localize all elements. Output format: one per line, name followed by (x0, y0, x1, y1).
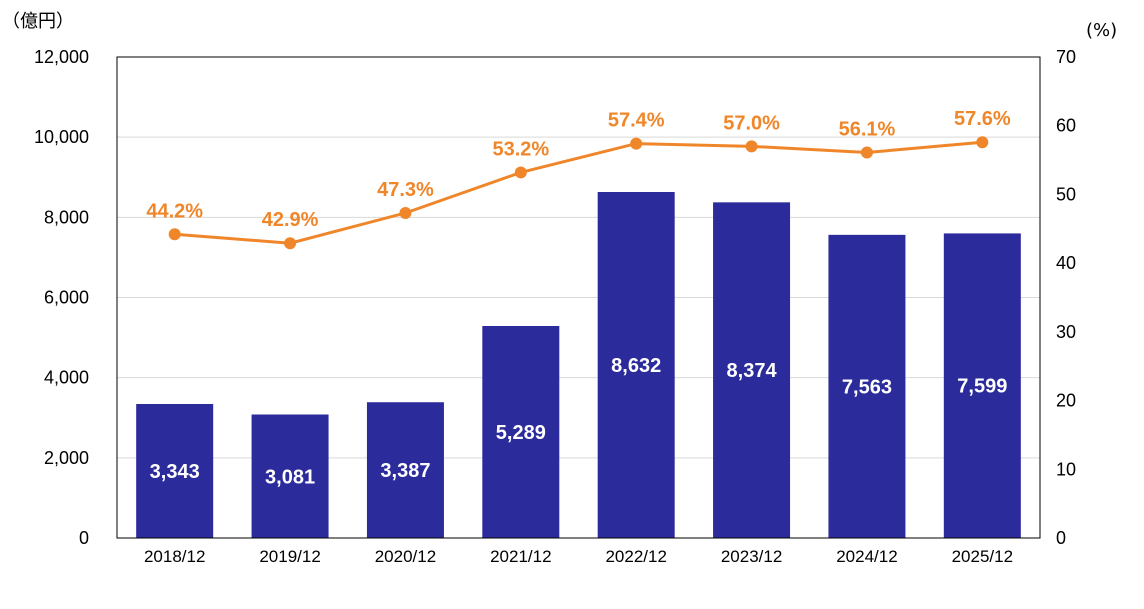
x-tick-label: 2018/12 (144, 547, 205, 566)
left-axis-unit-label: （億円） (2, 11, 74, 32)
y-right-tick-label: 30 (1056, 322, 1076, 342)
line-value-label: 57.4% (608, 110, 665, 132)
bar-value-label: 8,374 (727, 360, 778, 382)
axes: 0 2,000 4,000 6,000 8,000 10,000 12,000 0 10 20 30… (34, 47, 1076, 566)
y-right-tick-label: 0 (1056, 528, 1066, 548)
bar (366, 402, 444, 538)
x-tick-label: 2020/12 (375, 547, 436, 566)
y-left-tick-label: 2,000 (44, 448, 89, 468)
y-left-tick-label: 10,000 (34, 127, 89, 147)
y-right-tick-label: 60 (1056, 116, 1076, 136)
line-value-label: 47.3% (377, 179, 434, 201)
line-point (284, 237, 297, 250)
bar (828, 234, 906, 539)
x-tick-label: 2024/12 (836, 547, 897, 566)
bar-value-label: 8,632 (611, 355, 661, 377)
bar-value-label: 7,563 (842, 376, 892, 398)
bar-value-label: 7,599 (957, 376, 1007, 398)
line-value-label: 42.9% (262, 209, 319, 231)
bar-value-label: 5,289 (496, 422, 546, 444)
data-labels: 3,343 3,081 3,387 5,289 8,632 8,374 7,563 7,599… (146, 108, 1011, 488)
y-left-tick-label: 6,000 (44, 288, 89, 308)
line-point (860, 146, 873, 159)
right-axis-unit-label: (%) (1086, 20, 1117, 41)
line-value-label: 57.6% (954, 108, 1011, 130)
bar-series (136, 192, 1021, 539)
y-left-tick-label: 12,000 (34, 47, 89, 67)
bar (597, 192, 675, 538)
line-point (630, 137, 643, 150)
plot-frame (116, 56, 1041, 539)
y-right-tick-label: 70 (1056, 47, 1076, 67)
x-tick-label: 2023/12 (721, 547, 782, 566)
bar (251, 414, 329, 538)
y-right-tick-label: 20 (1056, 391, 1076, 411)
bar-value-label: 3,081 (265, 466, 315, 488)
y-right-tick-label: 50 (1056, 184, 1076, 204)
line-value-label: 56.1% (839, 119, 896, 141)
y-left-tick-label: 0 (79, 528, 89, 548)
bar (136, 404, 214, 538)
x-tick-label: 2025/12 (952, 547, 1013, 566)
line-value-label: 53.2% (492, 138, 549, 160)
line-point (168, 228, 181, 241)
x-tick-label: 2022/12 (605, 547, 666, 566)
line-point (745, 140, 758, 153)
y-left-tick-label: 4,000 (44, 368, 89, 388)
line-point (514, 166, 527, 179)
line-point (399, 206, 412, 219)
x-tick-label: 2019/12 (259, 547, 320, 566)
bar (943, 233, 1021, 539)
bar (482, 325, 560, 538)
line-point (976, 136, 989, 149)
y-left-tick-label: 8,000 (44, 207, 89, 227)
bar-value-label: 3,343 (150, 461, 200, 483)
line-value-label: 44.2% (146, 200, 203, 222)
bar (713, 202, 791, 538)
bar-value-label: 3,387 (380, 460, 430, 482)
line-path (174, 140, 983, 245)
line-series (168, 136, 989, 250)
y-right-tick-label: 40 (1056, 253, 1076, 273)
x-tick-label: 2021/12 (490, 547, 551, 566)
line-value-label: 57.0% (723, 112, 780, 134)
y-right-tick-label: 10 (1056, 459, 1076, 479)
